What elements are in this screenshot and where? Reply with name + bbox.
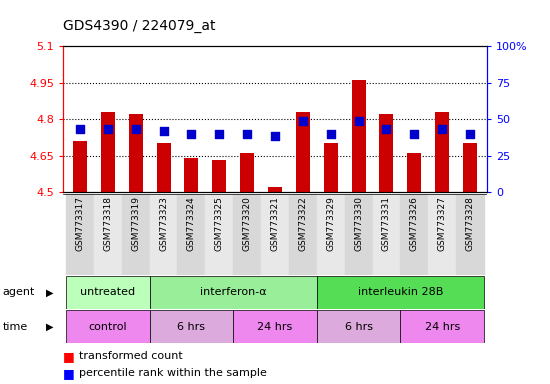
Bar xyxy=(428,194,456,275)
Point xyxy=(187,131,196,137)
Bar xyxy=(66,310,150,343)
Bar xyxy=(184,158,199,192)
Bar xyxy=(289,194,317,275)
Point xyxy=(271,133,279,139)
Text: GSM773330: GSM773330 xyxy=(354,196,363,252)
Text: GSM773326: GSM773326 xyxy=(410,196,419,251)
Text: GSM773320: GSM773320 xyxy=(243,196,252,251)
Text: GSM773322: GSM773322 xyxy=(298,196,307,251)
Text: GSM773317: GSM773317 xyxy=(75,196,85,252)
Point xyxy=(243,131,251,137)
Text: GSM773325: GSM773325 xyxy=(215,196,224,251)
Bar xyxy=(94,194,122,275)
Point xyxy=(215,131,224,137)
Bar xyxy=(150,194,178,275)
Bar xyxy=(101,112,115,192)
Bar xyxy=(261,194,289,275)
Bar xyxy=(379,114,393,192)
Bar xyxy=(317,310,400,343)
Bar xyxy=(150,310,233,343)
Point xyxy=(382,126,391,132)
Bar xyxy=(240,153,254,192)
Point xyxy=(438,126,447,132)
Bar xyxy=(408,153,421,192)
Text: 24 hrs: 24 hrs xyxy=(425,321,460,332)
Text: ▶: ▶ xyxy=(46,321,53,332)
Text: ▶: ▶ xyxy=(46,287,53,298)
Text: GDS4390 / 224079_at: GDS4390 / 224079_at xyxy=(63,19,216,33)
Bar xyxy=(233,310,317,343)
Bar xyxy=(296,112,310,192)
Bar xyxy=(317,194,345,275)
Bar xyxy=(435,112,449,192)
Text: 6 hrs: 6 hrs xyxy=(345,321,372,332)
Text: GSM773329: GSM773329 xyxy=(326,196,335,251)
Text: GSM773319: GSM773319 xyxy=(131,196,140,252)
Bar xyxy=(351,80,366,192)
Bar xyxy=(400,310,484,343)
Text: GSM773318: GSM773318 xyxy=(103,196,112,252)
Text: GSM773331: GSM773331 xyxy=(382,196,391,252)
Bar xyxy=(372,194,400,275)
Point xyxy=(75,126,84,132)
Bar xyxy=(157,143,170,192)
Text: interferon-α: interferon-α xyxy=(200,287,267,298)
Text: ■: ■ xyxy=(63,367,75,380)
Text: percentile rank within the sample: percentile rank within the sample xyxy=(79,368,267,378)
Text: 6 hrs: 6 hrs xyxy=(178,321,205,332)
Text: GSM773323: GSM773323 xyxy=(159,196,168,251)
Bar xyxy=(324,143,338,192)
Bar xyxy=(122,194,150,275)
Bar xyxy=(73,141,87,192)
Bar xyxy=(233,194,261,275)
Text: time: time xyxy=(3,321,28,332)
Bar xyxy=(150,276,317,309)
Point xyxy=(103,126,112,132)
Text: 24 hrs: 24 hrs xyxy=(257,321,293,332)
Text: GSM773328: GSM773328 xyxy=(465,196,475,251)
Point xyxy=(410,131,419,137)
Text: GSM773327: GSM773327 xyxy=(438,196,447,251)
Point xyxy=(326,131,335,137)
Text: control: control xyxy=(89,321,127,332)
Bar xyxy=(345,194,372,275)
Point xyxy=(299,118,307,124)
Text: interleukin 28B: interleukin 28B xyxy=(358,287,443,298)
Point xyxy=(159,128,168,134)
Bar xyxy=(129,114,142,192)
Text: GSM773324: GSM773324 xyxy=(187,196,196,251)
Text: GSM773321: GSM773321 xyxy=(271,196,279,251)
Bar xyxy=(456,194,484,275)
Bar xyxy=(463,143,477,192)
Text: untreated: untreated xyxy=(80,287,135,298)
Point xyxy=(131,126,140,132)
Point xyxy=(354,118,363,124)
Bar xyxy=(66,276,150,309)
Point xyxy=(466,131,475,137)
Bar xyxy=(205,194,233,275)
Bar xyxy=(178,194,205,275)
Text: ■: ■ xyxy=(63,350,75,363)
Bar xyxy=(400,194,428,275)
Bar xyxy=(212,161,226,192)
Text: transformed count: transformed count xyxy=(79,351,183,361)
Bar xyxy=(268,187,282,192)
Bar xyxy=(317,276,484,309)
Bar xyxy=(66,194,94,275)
Text: agent: agent xyxy=(3,287,35,298)
